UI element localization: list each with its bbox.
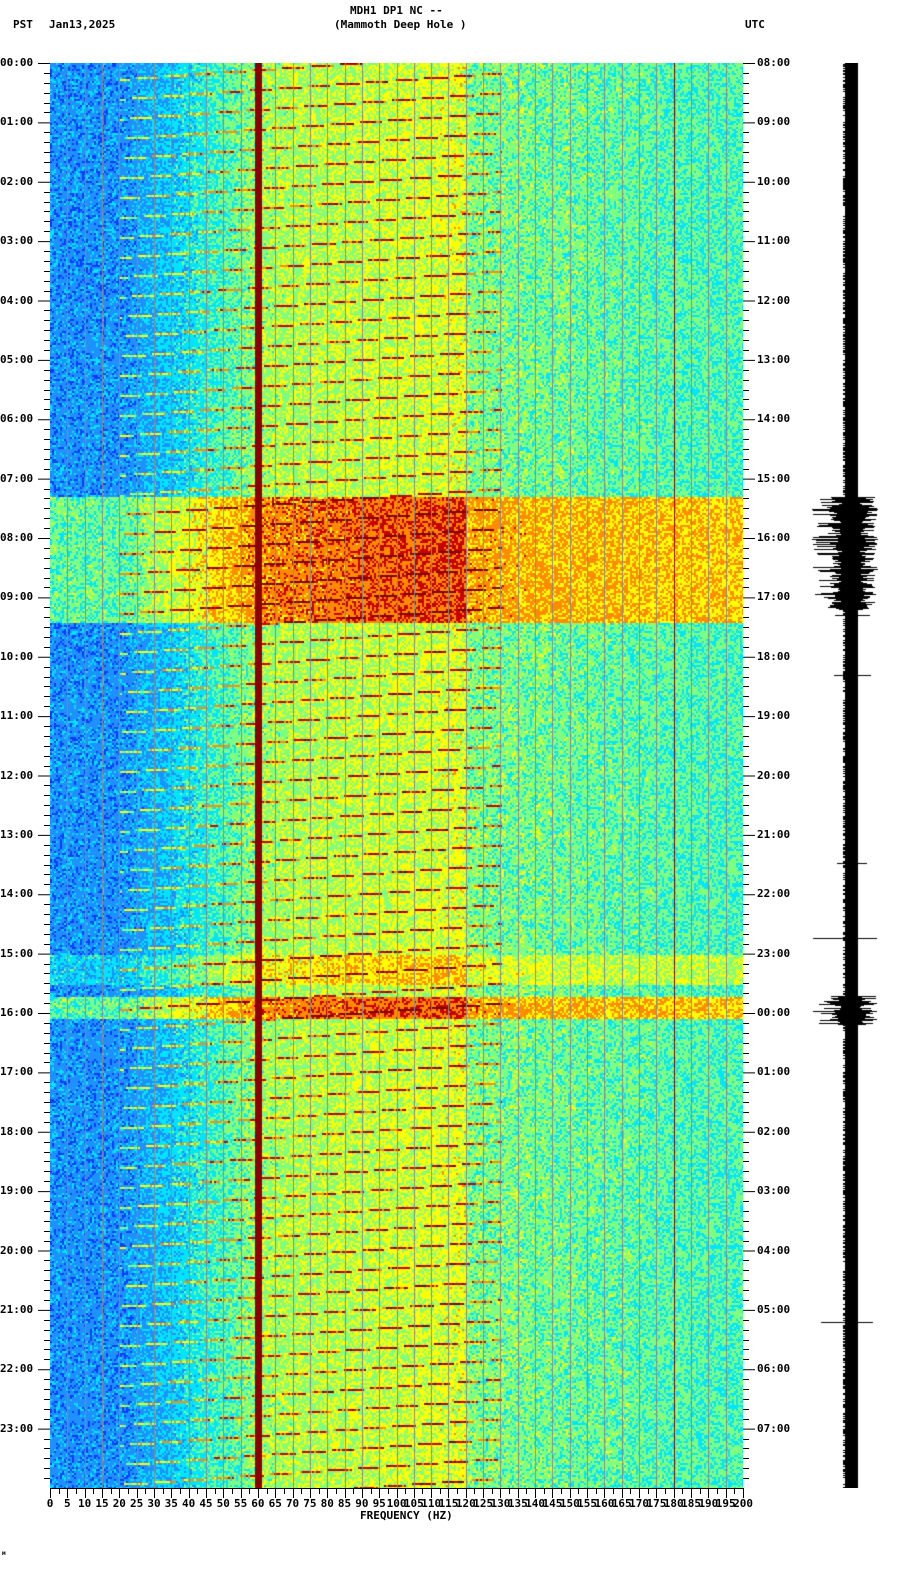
x-tick-label: 130: [490, 1497, 511, 1510]
x-tick-label: 25: [130, 1497, 144, 1510]
x-tick-label: 110: [421, 1497, 442, 1510]
corner-mark: м: [2, 1550, 6, 1557]
y-tick-label-pst: 05:00: [0, 352, 34, 366]
x-tick-label: 85: [337, 1497, 352, 1510]
x-tick-label: 160: [594, 1497, 615, 1510]
y-tick-label-pst: 15:00: [0, 946, 34, 960]
x-tick-label: 60: [251, 1497, 265, 1510]
y-tick-label-pst: 22:00: [0, 1362, 34, 1376]
x-tick-label: 15: [95, 1497, 109, 1510]
x-tick-label: 190: [698, 1497, 719, 1510]
y-tick-label-utc: 16:00: [757, 531, 791, 544]
y-tick-label-utc: 20:00: [757, 768, 791, 782]
x-tick-label: 30: [147, 1497, 161, 1510]
x-tick-label: 120: [455, 1497, 476, 1510]
seismogram-trace: [800, 63, 902, 1488]
x-tick-label: 50: [216, 1497, 230, 1510]
x-tick-label: 35: [164, 1497, 178, 1510]
x-tick-label: 175: [646, 1497, 667, 1510]
x-tick-label: 115: [438, 1497, 459, 1510]
spectrogram-image: [50, 63, 743, 1488]
x-tick-label: 40: [182, 1497, 196, 1510]
y-tick-label-pst: 17:00: [0, 1065, 34, 1079]
y-tick-label-pst: 00:00: [0, 56, 34, 69]
y-tick-label-utc: 04:00: [757, 1243, 791, 1257]
x-tick-label: 165: [611, 1497, 632, 1510]
y-tick-label-utc: 08:00: [757, 56, 791, 69]
x-tick-label: 5: [64, 1497, 71, 1510]
y-tick-label-utc: 06:00: [757, 1362, 791, 1376]
x-tick-label: 180: [663, 1497, 684, 1510]
right-timezone-label: UTC: [745, 18, 765, 31]
x-tick-label: 80: [320, 1497, 334, 1510]
y-tick-label-utc: 13:00: [757, 352, 791, 366]
y-tick-label-pst: 06:00: [0, 412, 34, 426]
y-tick-label-utc: 11:00: [757, 234, 791, 248]
date-label: Jan13,2025: [49, 18, 116, 31]
y-tick-label-pst: 01:00: [0, 115, 34, 129]
x-tick-label: 150: [559, 1497, 580, 1510]
y-tick-label-pst: 09:00: [0, 590, 34, 604]
y-tick-label-pst: 20:00: [0, 1243, 34, 1257]
x-tick-label: 125: [473, 1497, 494, 1510]
y-tick-label-utc: 15:00: [757, 471, 791, 485]
x-tick-label: 10: [78, 1497, 92, 1510]
x-tick-label: 185: [681, 1497, 701, 1510]
spectrogram-plot: [50, 63, 743, 1488]
y-tick-label-pst: 04:00: [0, 293, 34, 307]
y-tick-label-utc: 00:00: [757, 1006, 791, 1019]
y-tick-label-utc: 10:00: [757, 174, 791, 188]
x-tick-label: 70: [285, 1497, 300, 1510]
y-tick-label-pst: 18:00: [0, 1124, 34, 1138]
x-tick-label: 0: [46, 1497, 54, 1510]
y-tick-label-pst: 12:00: [0, 768, 34, 782]
y-tick-label-pst: 13:00: [0, 827, 34, 841]
y-tick-label-pst: 07:00: [0, 471, 34, 485]
x-tick-label: 155: [577, 1497, 598, 1510]
y-tick-label-utc: 02:00: [757, 1124, 791, 1138]
y-tick-label-utc: 07:00: [757, 1421, 791, 1435]
y-tick-label-pst: 03:00: [0, 234, 34, 248]
x-tick-label: 65: [268, 1497, 282, 1510]
y-tick-label-utc: 17:00: [757, 590, 791, 604]
x-tick-label: 170: [629, 1497, 650, 1510]
y-tick-label-pst: 16:00: [0, 1006, 34, 1019]
y-tick-label-utc: 19:00: [757, 709, 791, 723]
y-tick-label-utc: 21:00: [757, 827, 791, 841]
x-tick-label: 135: [507, 1497, 528, 1510]
y-tick-label-pst: 11:00: [0, 709, 34, 723]
y-tick-label-utc: 01:00: [757, 1065, 791, 1079]
y-tick-label-utc: 18:00: [757, 649, 791, 663]
y-tick-label-utc: 05:00: [757, 1302, 791, 1316]
y-tick-label-utc: 23:00: [757, 946, 791, 960]
y-tick-label-utc: 03:00: [757, 1184, 791, 1198]
x-tick-label: 95: [372, 1497, 386, 1510]
y-tick-label-pst: 19:00: [0, 1184, 34, 1198]
x-tick-label: 200: [733, 1497, 753, 1510]
y-tick-label-utc: 12:00: [757, 293, 791, 307]
left-timezone-label: PST: [13, 18, 33, 31]
y-tick-label-utc: 22:00: [757, 887, 791, 901]
station-title: MDH1 DP1 NC --: [350, 4, 443, 17]
x-axis-title: FREQUENCY (HZ): [360, 1509, 453, 1522]
y-tick-label-pst: 10:00: [0, 649, 34, 663]
y-tick-label-utc: 09:00: [757, 115, 791, 129]
x-tick-label: 55: [233, 1497, 248, 1510]
y-tick-label-pst: 14:00: [0, 887, 34, 901]
y-tick-label-utc: 14:00: [757, 412, 791, 426]
y-tick-label-pst: 02:00: [0, 174, 34, 188]
y-tick-label-pst: 21:00: [0, 1302, 34, 1316]
x-tick-label: 100: [386, 1497, 407, 1510]
x-tick-label: 140: [525, 1497, 546, 1510]
y-tick-label-pst: 08:00: [0, 531, 34, 544]
x-tick-label: 90: [355, 1497, 369, 1510]
y-tick-label-pst: 23:00: [0, 1421, 34, 1435]
x-tick-label: 75: [303, 1497, 317, 1510]
x-tick-label: 105: [403, 1497, 424, 1510]
x-tick-label: 45: [199, 1497, 213, 1510]
x-tick-label: 20: [112, 1497, 126, 1510]
x-tick-label: 195: [715, 1497, 736, 1510]
x-tick-label: 145: [542, 1497, 563, 1510]
station-subtitle: (Mammoth Deep Hole ): [334, 18, 467, 31]
